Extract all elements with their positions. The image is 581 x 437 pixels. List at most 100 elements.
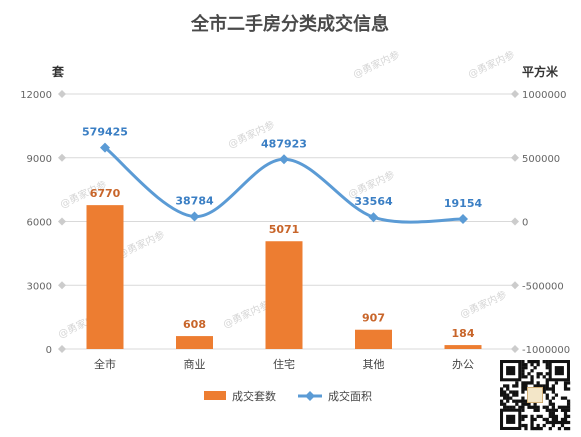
qr-module	[530, 426, 534, 431]
qr-module	[563, 405, 568, 409]
legend: 成交套数 成交面积	[204, 389, 372, 403]
right-axis-ticks: -1000000 -500000 0 500000 1000000	[522, 90, 570, 356]
qr-module	[521, 381, 525, 385]
qr-module	[551, 408, 555, 412]
qr-module	[545, 381, 549, 385]
qr-module	[518, 405, 522, 409]
qr-module	[560, 417, 565, 422]
qr-module	[506, 396, 510, 400]
qr-module	[539, 426, 543, 431]
qr-module	[515, 390, 519, 394]
left-tick-label: 3000	[27, 281, 52, 292]
qr-module	[521, 405, 525, 409]
qr-module	[524, 399, 528, 403]
qr-module	[560, 408, 565, 412]
grid-marker-right	[511, 217, 519, 226]
bar-series: 6770 608 5071 907 184	[86, 187, 482, 349]
qr-module	[539, 372, 543, 376]
qr-module	[524, 384, 528, 388]
qr-module	[539, 384, 543, 388]
qr-module	[500, 393, 504, 397]
qr-module	[566, 387, 571, 391]
watermark-text: @勇家内参	[221, 298, 272, 331]
qr-module	[560, 396, 565, 400]
qr-module	[527, 372, 531, 376]
qr-module	[515, 402, 519, 406]
qr-module	[563, 426, 568, 431]
left-tick-label: 6000	[27, 218, 52, 229]
qr-code	[500, 360, 571, 431]
qr-module	[545, 372, 549, 376]
grid-marker-right	[511, 153, 519, 162]
qr-module	[503, 402, 507, 406]
qr-module	[536, 414, 540, 419]
qr-module	[515, 399, 519, 403]
qr-module	[521, 414, 525, 419]
chart-title: 全市二手房分类成交信息	[190, 13, 389, 35]
qr-module	[524, 366, 528, 370]
qr-module	[566, 426, 571, 431]
qr-module	[524, 363, 528, 367]
qr-module	[503, 390, 507, 394]
qr-module	[563, 384, 568, 388]
qr-module	[530, 423, 534, 428]
qr-module	[545, 420, 549, 425]
qr-module	[563, 414, 568, 419]
qr-module	[533, 408, 537, 412]
qr-finder-core	[506, 366, 516, 376]
qr-module	[542, 417, 546, 422]
qr-module	[533, 405, 537, 409]
qr-module	[521, 408, 525, 412]
qr-module	[563, 408, 568, 412]
qr-module	[533, 360, 537, 364]
qr-module	[560, 420, 565, 425]
qr-module	[548, 402, 552, 406]
legend-label-line: 成交面积	[328, 389, 372, 403]
qr-module	[524, 375, 528, 379]
qr-module	[536, 363, 540, 367]
grid-marker-left	[58, 90, 66, 98]
category-label: 办公	[452, 358, 474, 371]
qr-module	[530, 369, 534, 373]
qr-module	[566, 408, 571, 412]
category-label: 商业	[184, 357, 206, 371]
qr-module	[542, 390, 546, 394]
qr-module	[521, 372, 525, 376]
qr-module	[554, 414, 559, 419]
line-series: 579425 38784 487923 33564 19154	[82, 126, 482, 225]
qr-module	[545, 384, 549, 388]
qr-module	[566, 399, 571, 403]
qr-module	[560, 405, 565, 409]
left-tick-label: 12000	[20, 90, 52, 101]
qr-module	[545, 396, 549, 400]
qr-module	[542, 360, 546, 364]
qr-module	[566, 405, 571, 409]
qr-module	[530, 405, 534, 409]
line-data-label: 33564	[354, 195, 393, 208]
qr-module	[500, 402, 504, 406]
qr-module	[551, 411, 555, 415]
qr-module	[512, 405, 516, 409]
qr-module	[542, 423, 546, 428]
qr-module	[506, 405, 510, 409]
qr-module	[521, 363, 525, 367]
qr-module	[566, 402, 571, 406]
qr-module	[515, 384, 519, 388]
qr-module	[521, 423, 525, 428]
qr-module	[545, 378, 549, 382]
qr-module	[536, 405, 540, 409]
qr-module	[512, 393, 516, 397]
qr-module	[521, 396, 525, 400]
qr-module	[512, 390, 516, 394]
qr-module	[521, 387, 525, 391]
left-axis-ticks: 0 3000 6000 9000 12000	[20, 90, 52, 356]
bar	[265, 241, 303, 349]
qr-module	[509, 405, 513, 409]
qr-finder-core	[554, 366, 564, 376]
qr-module	[527, 381, 531, 385]
qr-module	[563, 411, 568, 415]
qr-module	[545, 366, 549, 370]
qr-module	[542, 387, 546, 391]
qr-module	[557, 426, 562, 431]
grid-marker-right	[511, 281, 519, 290]
